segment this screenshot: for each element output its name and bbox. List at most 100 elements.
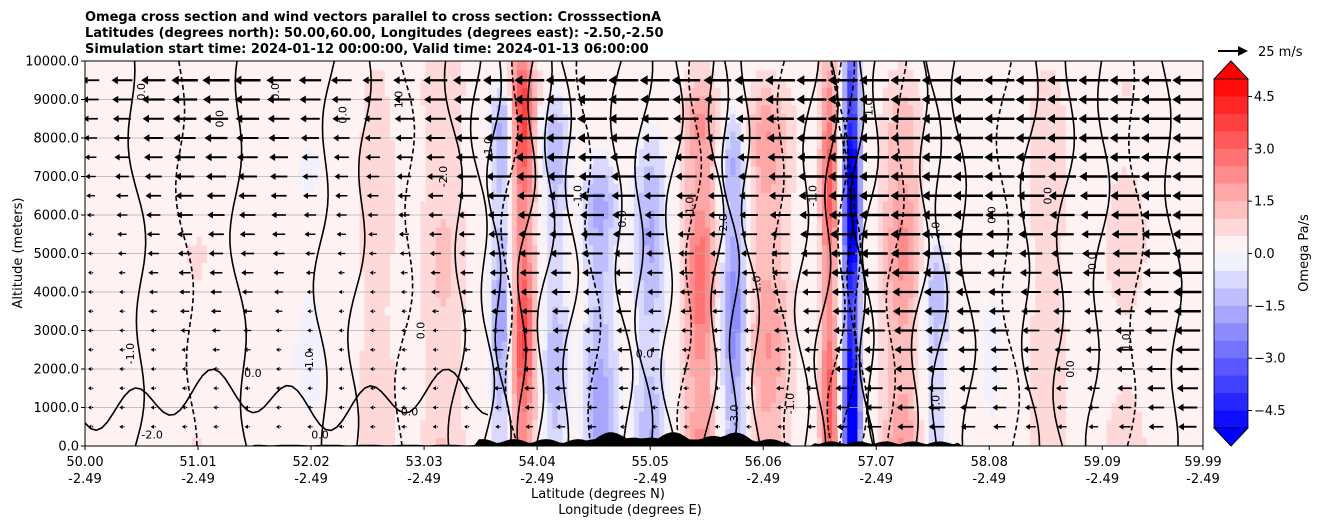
omega-cell bbox=[776, 87, 782, 97]
omega-cell bbox=[435, 244, 442, 255]
omega-cell bbox=[994, 349, 1001, 360]
omega-cell bbox=[903, 87, 909, 97]
omega-cell bbox=[887, 148, 894, 158]
omega-cell bbox=[725, 384, 731, 395]
omega-cell bbox=[374, 262, 381, 272]
omega-cell bbox=[704, 323, 711, 333]
omega-cell bbox=[710, 349, 716, 360]
omega-cell bbox=[537, 131, 543, 141]
omega-cell bbox=[1025, 332, 1031, 342]
omega-cell bbox=[445, 69, 452, 80]
omega-cell bbox=[750, 384, 757, 395]
omega-cell bbox=[420, 358, 427, 368]
omega-cell bbox=[349, 332, 355, 342]
omega-cell bbox=[786, 201, 792, 211]
omega-cell bbox=[720, 314, 726, 325]
omega-cell bbox=[684, 393, 691, 403]
omega-cell bbox=[511, 288, 518, 298]
omega-cell bbox=[181, 428, 188, 438]
omega-cell bbox=[527, 192, 533, 202]
omega-cell bbox=[593, 367, 599, 377]
omega-cell bbox=[801, 349, 808, 360]
omega-cell bbox=[913, 87, 920, 97]
omega-cell bbox=[893, 384, 899, 395]
omega-cell bbox=[755, 332, 762, 342]
omega-cell bbox=[918, 306, 925, 316]
omega-cell bbox=[893, 104, 899, 115]
omega-cell bbox=[552, 139, 559, 150]
omega-cell bbox=[750, 166, 757, 176]
omega-cell bbox=[405, 341, 411, 351]
omega-cell bbox=[832, 349, 838, 360]
omega-cell bbox=[506, 78, 513, 88]
omega-cell bbox=[471, 104, 477, 115]
omega-cell bbox=[613, 341, 620, 351]
omega-cell bbox=[786, 428, 792, 438]
omega-cell bbox=[644, 262, 650, 272]
omega-cell bbox=[877, 201, 884, 211]
omega-cell bbox=[364, 332, 371, 342]
omega-cell bbox=[715, 314, 721, 325]
omega-cell bbox=[364, 122, 371, 132]
omega-cell bbox=[1030, 166, 1036, 176]
omega-cell bbox=[1040, 402, 1047, 412]
omega-cell bbox=[1025, 236, 1031, 246]
omega-cell bbox=[872, 201, 879, 211]
omega-cell bbox=[186, 244, 193, 255]
omega-cell bbox=[872, 376, 879, 386]
omega-cell bbox=[369, 192, 376, 202]
omega-cell bbox=[882, 376, 889, 386]
omega-cell bbox=[923, 87, 930, 97]
omega-cell bbox=[522, 384, 528, 395]
omega-cell bbox=[699, 376, 706, 386]
omega-cell bbox=[704, 209, 711, 220]
omega-cell bbox=[511, 183, 518, 193]
omega-cell bbox=[882, 306, 889, 316]
omega-cell bbox=[511, 148, 518, 158]
omega-cell bbox=[405, 139, 411, 150]
omega-cell bbox=[608, 358, 615, 368]
omega-cell bbox=[893, 323, 899, 333]
omega-cell bbox=[771, 349, 777, 360]
omega-cell bbox=[689, 218, 696, 228]
omega-cell bbox=[898, 437, 904, 446]
omega-cell bbox=[527, 367, 533, 377]
omega-cell bbox=[989, 367, 996, 377]
omega-cell bbox=[516, 384, 523, 395]
omega-cell bbox=[674, 402, 681, 412]
omega-cell bbox=[837, 314, 843, 325]
omega-cell bbox=[440, 69, 447, 80]
omega-cell bbox=[745, 104, 752, 115]
omega-cell bbox=[654, 402, 660, 412]
omega-cell bbox=[694, 411, 701, 421]
omega-cell bbox=[704, 139, 711, 150]
omega-cell bbox=[720, 402, 726, 412]
omega-cell bbox=[527, 323, 533, 333]
omega-cell bbox=[923, 201, 930, 211]
omega-cell bbox=[349, 192, 355, 202]
omega-cell bbox=[816, 227, 823, 237]
omega-cell bbox=[303, 323, 310, 333]
omega-cell bbox=[374, 349, 381, 360]
omega-cell bbox=[765, 166, 772, 176]
omega-cell bbox=[186, 419, 193, 430]
omega-cell bbox=[638, 376, 645, 386]
omega-cell bbox=[308, 323, 315, 333]
omega-cell bbox=[776, 201, 782, 211]
omega-cell bbox=[1014, 201, 1021, 211]
omega-cell bbox=[496, 87, 503, 97]
omega-cell bbox=[638, 192, 645, 202]
omega-cell bbox=[791, 78, 798, 88]
omega-cell bbox=[893, 271, 899, 281]
omega-cell bbox=[699, 332, 706, 342]
omega-cell bbox=[684, 69, 691, 80]
omega-cell bbox=[1035, 367, 1041, 377]
omega-cell bbox=[384, 201, 391, 211]
omega-cell bbox=[735, 227, 742, 237]
omega-cell bbox=[816, 78, 823, 88]
omega-cell bbox=[196, 244, 203, 255]
omega-cell bbox=[303, 341, 310, 351]
omega-cell bbox=[222, 253, 228, 263]
omega-cell bbox=[893, 428, 899, 438]
omega-cell bbox=[466, 314, 472, 325]
